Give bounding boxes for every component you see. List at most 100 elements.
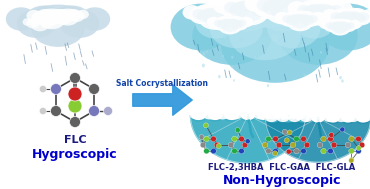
Circle shape bbox=[328, 136, 333, 142]
Ellipse shape bbox=[310, 12, 326, 23]
Ellipse shape bbox=[323, 114, 336, 122]
Ellipse shape bbox=[232, 4, 298, 28]
Ellipse shape bbox=[291, 15, 309, 29]
Ellipse shape bbox=[329, 5, 343, 15]
Ellipse shape bbox=[27, 10, 41, 21]
Circle shape bbox=[232, 136, 237, 142]
Ellipse shape bbox=[270, 0, 300, 20]
Ellipse shape bbox=[198, 6, 232, 30]
Ellipse shape bbox=[322, 9, 339, 21]
Ellipse shape bbox=[27, 5, 61, 25]
Circle shape bbox=[340, 127, 345, 132]
Ellipse shape bbox=[330, 19, 350, 26]
Ellipse shape bbox=[218, 18, 242, 34]
Circle shape bbox=[356, 136, 361, 142]
Ellipse shape bbox=[203, 10, 227, 26]
Ellipse shape bbox=[248, 1, 265, 11]
Ellipse shape bbox=[51, 10, 67, 22]
Ellipse shape bbox=[77, 10, 89, 19]
Ellipse shape bbox=[277, 114, 289, 122]
Ellipse shape bbox=[26, 19, 39, 28]
Ellipse shape bbox=[272, 0, 299, 7]
Circle shape bbox=[50, 84, 61, 94]
Ellipse shape bbox=[300, 15, 314, 25]
Ellipse shape bbox=[31, 9, 85, 47]
Ellipse shape bbox=[192, 7, 272, 65]
Ellipse shape bbox=[261, 2, 276, 13]
Circle shape bbox=[345, 142, 351, 148]
Circle shape bbox=[199, 135, 204, 140]
Circle shape bbox=[356, 148, 361, 154]
Ellipse shape bbox=[280, 13, 299, 27]
Ellipse shape bbox=[321, 2, 346, 20]
Ellipse shape bbox=[339, 12, 352, 19]
Ellipse shape bbox=[58, 9, 78, 16]
Ellipse shape bbox=[221, 0, 249, 19]
Ellipse shape bbox=[210, 10, 263, 48]
Ellipse shape bbox=[23, 18, 33, 26]
Ellipse shape bbox=[229, 3, 249, 17]
Ellipse shape bbox=[225, 9, 238, 19]
Circle shape bbox=[88, 105, 100, 116]
Ellipse shape bbox=[328, 10, 349, 25]
Ellipse shape bbox=[358, 12, 370, 21]
Text: Non-Hygroscopic: Non-Hygroscopic bbox=[223, 174, 341, 187]
Circle shape bbox=[349, 136, 354, 142]
Ellipse shape bbox=[196, 83, 199, 87]
Ellipse shape bbox=[319, 4, 333, 13]
Ellipse shape bbox=[231, 56, 233, 59]
Circle shape bbox=[266, 148, 271, 154]
Ellipse shape bbox=[275, 12, 289, 23]
Ellipse shape bbox=[202, 52, 205, 56]
Ellipse shape bbox=[334, 13, 349, 24]
Ellipse shape bbox=[17, 9, 56, 38]
Ellipse shape bbox=[266, 111, 280, 119]
Circle shape bbox=[331, 142, 337, 148]
Ellipse shape bbox=[202, 64, 205, 67]
Ellipse shape bbox=[329, 20, 351, 36]
Ellipse shape bbox=[229, 19, 239, 25]
Ellipse shape bbox=[47, 10, 59, 19]
Circle shape bbox=[204, 123, 209, 128]
Circle shape bbox=[276, 142, 282, 148]
Ellipse shape bbox=[304, 74, 306, 76]
Circle shape bbox=[211, 136, 216, 142]
Ellipse shape bbox=[301, 13, 320, 27]
Ellipse shape bbox=[6, 7, 36, 31]
Ellipse shape bbox=[335, 114, 348, 122]
Ellipse shape bbox=[202, 8, 216, 17]
Ellipse shape bbox=[224, 2, 239, 13]
Circle shape bbox=[232, 148, 237, 154]
Ellipse shape bbox=[253, 0, 283, 18]
Circle shape bbox=[88, 84, 100, 94]
Ellipse shape bbox=[216, 10, 233, 22]
Ellipse shape bbox=[232, 0, 268, 8]
Circle shape bbox=[290, 142, 296, 148]
Ellipse shape bbox=[223, 35, 227, 39]
Ellipse shape bbox=[265, 114, 278, 122]
Ellipse shape bbox=[233, 79, 235, 82]
Ellipse shape bbox=[318, 0, 339, 12]
Circle shape bbox=[216, 143, 221, 148]
Ellipse shape bbox=[60, 9, 100, 38]
Circle shape bbox=[40, 108, 47, 115]
Ellipse shape bbox=[224, 5, 270, 31]
Circle shape bbox=[304, 142, 310, 148]
Ellipse shape bbox=[218, 75, 221, 78]
Ellipse shape bbox=[346, 22, 354, 29]
Ellipse shape bbox=[351, 10, 370, 25]
Ellipse shape bbox=[308, 6, 332, 22]
Ellipse shape bbox=[301, 0, 322, 12]
Ellipse shape bbox=[307, 15, 318, 23]
Circle shape bbox=[228, 142, 234, 148]
Ellipse shape bbox=[213, 0, 235, 14]
Ellipse shape bbox=[328, 19, 342, 27]
Circle shape bbox=[204, 136, 209, 142]
Ellipse shape bbox=[260, 5, 306, 31]
Circle shape bbox=[262, 142, 268, 148]
Ellipse shape bbox=[309, 4, 331, 12]
Ellipse shape bbox=[351, 13, 366, 24]
Ellipse shape bbox=[287, 13, 313, 31]
Ellipse shape bbox=[325, 22, 334, 29]
Ellipse shape bbox=[229, 10, 301, 60]
